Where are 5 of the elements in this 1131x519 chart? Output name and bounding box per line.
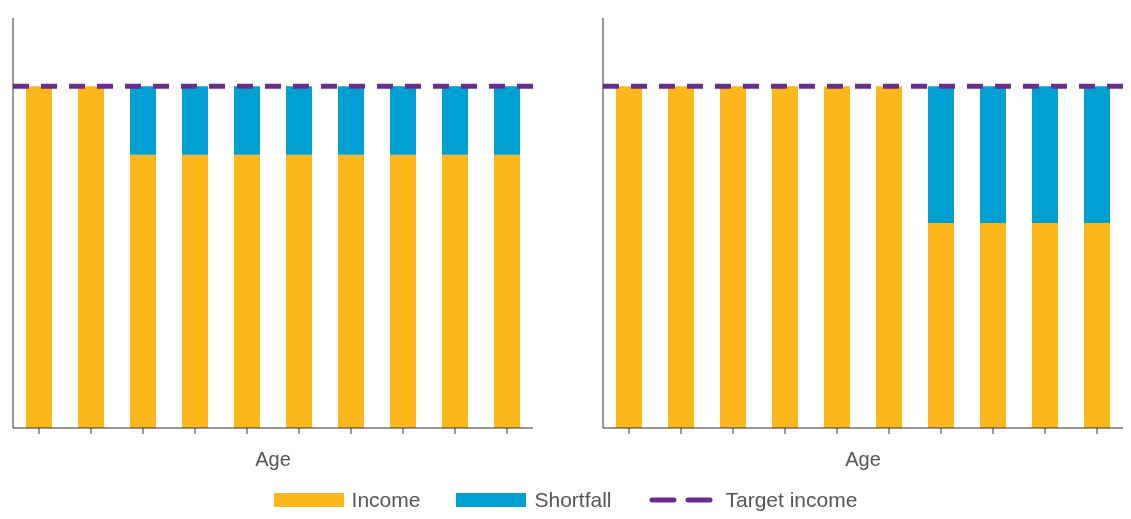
legend-label: Income (351, 488, 421, 512)
x-axis-title: Age (255, 448, 291, 470)
x-axis-title: Age (845, 448, 881, 470)
legend-label: Shortfall (534, 488, 612, 512)
legend-label: Target income (725, 488, 858, 512)
